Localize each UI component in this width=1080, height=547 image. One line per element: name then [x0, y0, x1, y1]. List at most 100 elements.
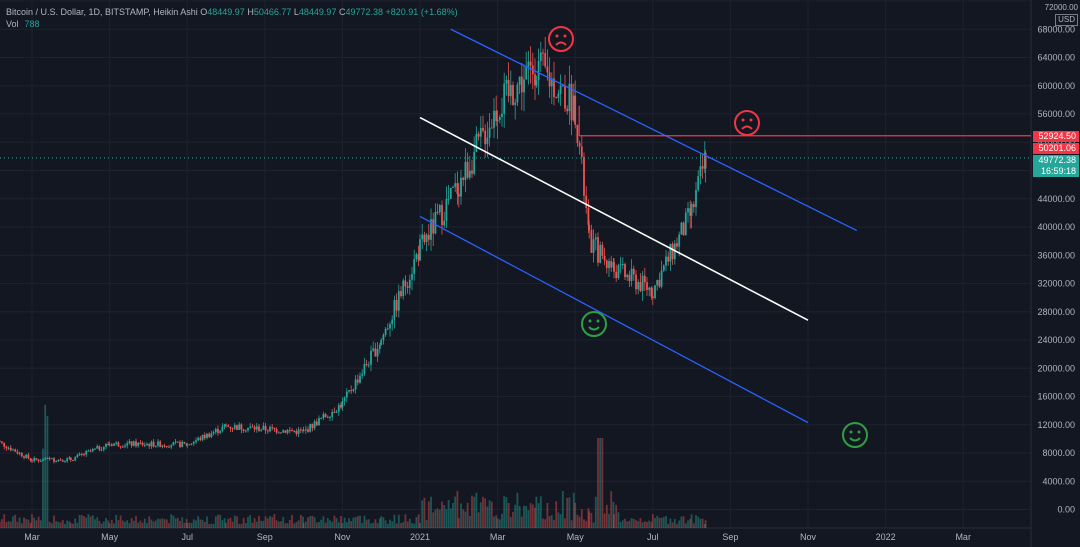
volume-bar [425, 520, 428, 528]
candle-body [242, 429, 245, 431]
candle-body [669, 244, 672, 262]
candle-body [635, 274, 637, 290]
volume-bar [427, 501, 430, 528]
volume-bar [639, 518, 642, 528]
volume-bar [165, 519, 168, 528]
candle-body [662, 265, 665, 271]
candle-body [37, 459, 40, 462]
volume-bar [501, 513, 503, 528]
volume-bar [559, 514, 562, 528]
volume-bar [687, 520, 689, 528]
volume-bar [542, 518, 544, 528]
volume-bar [152, 521, 155, 528]
countdown-label: 16:59:18 [1033, 166, 1079, 177]
volume-bar [107, 520, 110, 528]
candle-body [236, 425, 238, 430]
volume-bar [370, 523, 372, 528]
price-tick-label: 68000.00 [1037, 24, 1075, 34]
candle-body [692, 204, 695, 208]
volume-bar [651, 514, 654, 528]
candle-body [262, 425, 265, 430]
volume-bar [143, 518, 146, 528]
candle-body [421, 234, 424, 240]
volume-bar [302, 523, 305, 528]
candle-body [380, 340, 383, 346]
volume-bar [464, 511, 467, 528]
volume-bar [380, 516, 383, 528]
volume-bar [172, 515, 175, 528]
volume-bar [124, 521, 126, 528]
candle-body [695, 189, 697, 208]
volume-bar [378, 518, 381, 528]
volume-bar [477, 512, 480, 528]
volume-bar [599, 438, 602, 528]
price-tick-label: 56000.00 [1037, 109, 1075, 119]
volume-bar [260, 520, 263, 528]
volume-bar [46, 416, 49, 528]
volume-bar [354, 517, 357, 528]
candle-body [699, 166, 702, 177]
candle-body [5, 446, 8, 449]
candle-body [592, 239, 595, 253]
candle-body [425, 234, 428, 242]
candle-body [382, 334, 385, 341]
candle-body [119, 446, 122, 448]
candle-body [615, 271, 618, 279]
volume-bar [203, 521, 206, 528]
volume-bar [20, 523, 23, 528]
candle-body [297, 429, 300, 434]
candle-body [580, 146, 583, 157]
price-tick-label: 64000.00 [1037, 53, 1075, 63]
volume-bar [269, 515, 271, 528]
volume-bar [27, 519, 30, 528]
candle-body [96, 446, 99, 449]
volume-bar [673, 518, 676, 528]
volume-bar [572, 492, 575, 528]
candle-body [436, 211, 439, 213]
happy-face-icon-eye [857, 430, 861, 434]
candle-body [126, 443, 129, 446]
candle-body [87, 450, 90, 452]
candle-body [613, 262, 615, 272]
volume-bar [537, 503, 540, 528]
candle-body [660, 270, 663, 287]
candle-body [231, 428, 234, 430]
candle-body [561, 85, 564, 87]
candle-body [78, 453, 81, 455]
volume-bar [69, 523, 72, 528]
sad-face-icon-mouth [555, 41, 567, 46]
volume-bar [386, 523, 389, 528]
happy-face-icon-mouth [849, 437, 861, 442]
volume-bar [395, 523, 398, 528]
volume-bar [534, 507, 536, 528]
candle-body [473, 151, 476, 174]
candle-body [69, 457, 72, 460]
volume-bar [331, 521, 334, 528]
candle-body [282, 430, 285, 433]
volume-bar [188, 522, 191, 528]
candle-body [471, 170, 473, 174]
volume-bar [372, 522, 375, 528]
candle-body [599, 244, 602, 263]
volume-bar [343, 517, 346, 528]
candle-body [324, 414, 327, 418]
candle-body [14, 449, 17, 452]
candle-body [509, 85, 512, 97]
volume-bar [311, 515, 314, 528]
sad-face-icon [548, 26, 574, 52]
volume-bar [570, 520, 573, 528]
volume-bar [574, 502, 577, 528]
candle-body [617, 265, 620, 279]
candle-body [165, 445, 168, 447]
candle-body [302, 430, 305, 432]
volume-bar [482, 496, 484, 528]
volume-bar [650, 521, 653, 528]
candle-body [404, 280, 407, 287]
price-tick-label: 16000.00 [1037, 392, 1075, 402]
volume-bar [624, 518, 626, 528]
volume-bar [192, 519, 195, 528]
volume-bar [523, 505, 525, 528]
open-label: O [200, 7, 208, 17]
currency-button[interactable]: USD [1055, 14, 1078, 26]
